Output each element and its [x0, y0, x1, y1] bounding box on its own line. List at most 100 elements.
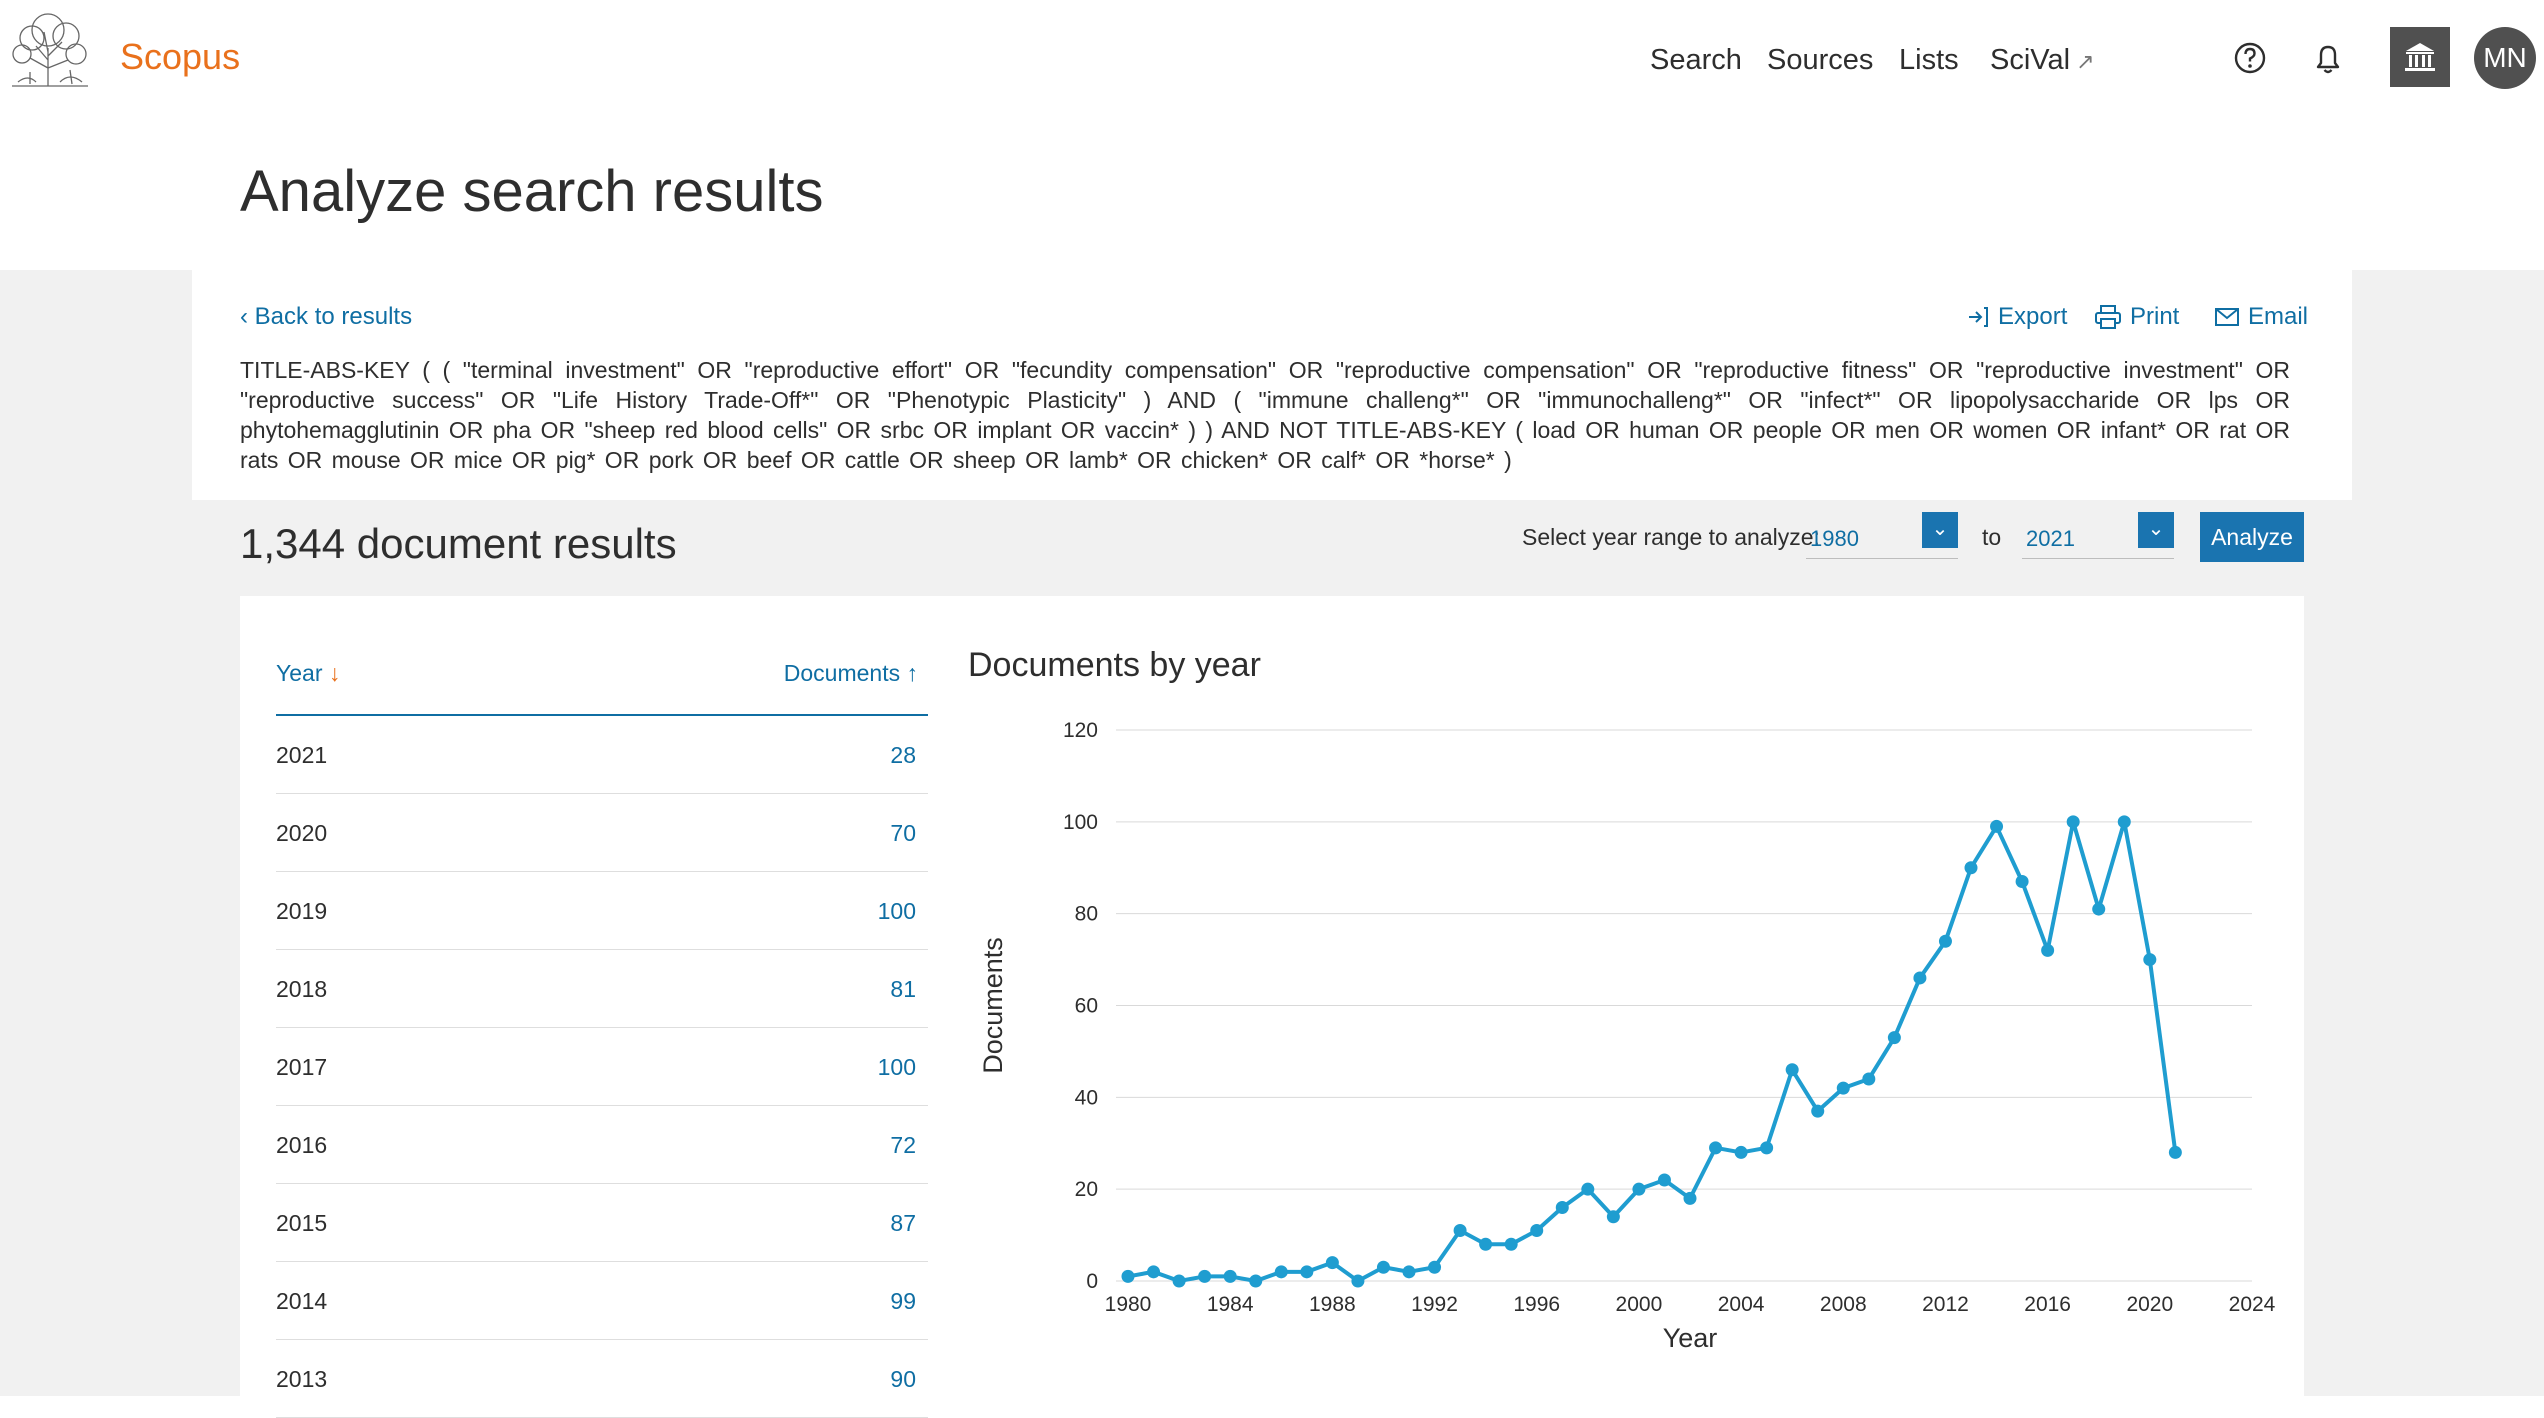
data-point — [1657, 1173, 1671, 1187]
y-tick-label: 20 — [1075, 1178, 1098, 1201]
data-point — [1504, 1237, 1518, 1251]
year-range-label: Select year range to analyze: — [1522, 524, 1820, 550]
export-label: Export — [1998, 303, 2068, 330]
data-point — [2092, 902, 2106, 916]
arrow-down-icon: ↓ — [328, 660, 341, 686]
table-row: 2021 28 — [276, 716, 928, 794]
analysis-card — [240, 596, 2304, 1396]
institution-button[interactable] — [2390, 27, 2450, 87]
back-to-results-link[interactable]: ‹ Back to results — [240, 303, 412, 331]
sort-by-year-header[interactable]: Year ↓ — [276, 660, 340, 687]
institution-icon — [2405, 43, 2435, 71]
top-navigation-bar: Scopus Search Sources Lists SciVal ↗ MN — [0, 0, 2544, 125]
data-point — [1606, 1210, 1620, 1224]
row-document-count-link[interactable]: 100 — [877, 898, 916, 924]
data-point — [1581, 1182, 1595, 1196]
data-point — [2143, 953, 2157, 967]
row-year: 2019 — [276, 898, 328, 924]
data-point — [1836, 1081, 1850, 1095]
data-point — [1249, 1274, 1263, 1288]
row-year: 2017 — [276, 1054, 328, 1080]
x-tick-label: 1988 — [1309, 1293, 1356, 1316]
y-axis-label: Documents — [978, 937, 1008, 1074]
documents-by-year-table: Year ↓ Documents ↑ 2021 28 2020 70 2019 100… — [276, 652, 928, 1418]
data-point — [1811, 1104, 1825, 1118]
analyze-button[interactable]: Analyze — [2200, 512, 2304, 562]
row-document-count-link[interactable]: 100 — [877, 1054, 916, 1080]
data-point — [1402, 1265, 1416, 1279]
data-point — [1555, 1201, 1569, 1215]
row-document-count-link[interactable]: 99 — [890, 1288, 916, 1314]
nav-scival-label: SciVal — [1990, 44, 2071, 76]
row-year: 2013 — [276, 1366, 328, 1392]
external-link-icon: ↗ — [2076, 49, 2095, 74]
row-document-count-link[interactable]: 28 — [890, 742, 916, 768]
row-year: 2014 — [276, 1288, 328, 1314]
y-tick-label: 40 — [1075, 1086, 1098, 1109]
data-point — [2168, 1145, 2182, 1159]
sort-by-documents-header[interactable]: Documents ↑ — [784, 660, 918, 687]
data-point — [1990, 819, 2004, 833]
user-avatar[interactable]: MN — [2474, 27, 2536, 89]
nav-lists[interactable]: Lists — [1899, 44, 1959, 76]
nav-search[interactable]: Search — [1650, 44, 1742, 76]
data-point — [1887, 1031, 1901, 1045]
x-tick-label: 2020 — [2126, 1293, 2173, 1316]
data-point — [1632, 1182, 1646, 1196]
y-tick-label: 100 — [1063, 811, 1098, 834]
data-point — [1785, 1063, 1799, 1077]
nav-sources[interactable]: Sources — [1767, 44, 1874, 76]
row-document-count-link[interactable]: 81 — [890, 976, 916, 1002]
export-button[interactable]: Export — [1966, 303, 2067, 331]
row-document-count-link[interactable]: 90 — [890, 1366, 916, 1392]
email-button[interactable]: Email — [2214, 303, 2308, 331]
x-axis-label: Year — [1663, 1323, 1718, 1353]
help-icon[interactable] — [2228, 36, 2272, 80]
row-year: 2015 — [276, 1210, 328, 1236]
x-tick-label: 2016 — [2024, 1293, 2071, 1316]
bell-icon[interactable] — [2306, 36, 2350, 80]
row-document-count-link[interactable]: 87 — [890, 1210, 916, 1236]
data-point — [1198, 1269, 1212, 1283]
print-button[interactable]: Print — [2094, 303, 2179, 331]
documents-by-year-chart: 0 20 40 60 80 100 120 1980 1984 1988 1992 1996 2000 2… — [978, 719, 2276, 1353]
year-to-value: 2021 — [2026, 526, 2075, 551]
data-point — [1760, 1141, 1774, 1155]
table-row: 2020 70 — [276, 794, 928, 872]
row-document-count-link[interactable]: 70 — [890, 820, 916, 846]
table-row: 2015 87 — [276, 1184, 928, 1262]
documents-column-label: Documents — [783, 660, 901, 686]
table-row: 2017 100 — [276, 1028, 928, 1106]
elsevier-tree-logo-icon[interactable] — [8, 8, 92, 88]
row-document-count-link[interactable]: 72 — [890, 1132, 916, 1158]
printer-icon — [2095, 305, 2121, 329]
data-point — [1300, 1265, 1314, 1279]
row-year: 2018 — [276, 976, 328, 1002]
scopus-brand-link[interactable]: Scopus — [120, 36, 241, 77]
document-results-count: 1,344 document results — [240, 520, 677, 567]
table-row: 2014 99 — [276, 1262, 928, 1340]
data-point — [1709, 1141, 1723, 1155]
nav-scival[interactable]: SciVal ↗ — [1990, 44, 2095, 77]
year-from-select[interactable]: 1980 ⌄ — [1806, 512, 1958, 559]
data-point — [1325, 1256, 1339, 1270]
back-to-results-label: Back to results — [254, 303, 413, 330]
search-query-text: TITLE-ABS-KEY ( ( "terminal investment" … — [240, 357, 2290, 473]
x-tick-label: 2008 — [1820, 1293, 1867, 1316]
table-header: Year ↓ Documents ↑ — [276, 652, 928, 716]
data-point — [1683, 1191, 1697, 1205]
data-point — [1172, 1274, 1186, 1288]
year-to-select[interactable]: 2021 ⌄ — [2022, 512, 2174, 559]
y-tick-label: 60 — [1075, 995, 1098, 1018]
series-line — [1127, 819, 2178, 1283]
export-icon — [1969, 307, 1988, 327]
x-tick-label: 1984 — [1207, 1293, 1254, 1316]
data-point — [1376, 1260, 1390, 1274]
data-point — [1121, 1269, 1135, 1283]
data-point — [1938, 934, 1952, 948]
chevron-down-icon: ⌄ — [1922, 512, 1958, 548]
year-range-to-label: to — [1982, 524, 2002, 550]
row-year: 2016 — [276, 1132, 328, 1158]
data-point — [2117, 815, 2131, 829]
data-point — [1223, 1269, 1237, 1283]
